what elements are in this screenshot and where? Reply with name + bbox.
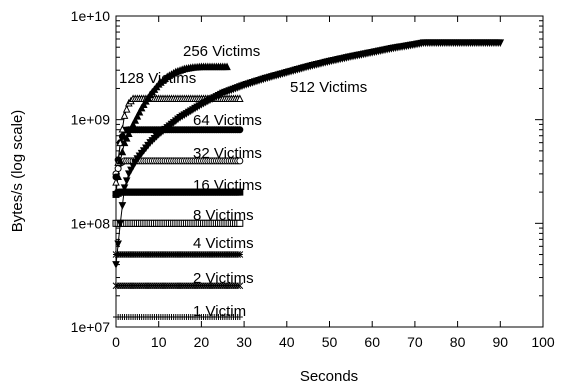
series-label-16-victims: 16 Victims xyxy=(193,177,262,194)
data-point xyxy=(124,178,130,184)
data-point xyxy=(119,203,125,209)
y-tick-label: 1e+10 xyxy=(71,8,111,24)
series-points-128-victims xyxy=(113,96,243,186)
series-label-8-victims: 8 Victims xyxy=(193,207,254,224)
series-label-2-victims: 2 Victims xyxy=(193,270,254,287)
series-label-32-victims: 32 Victims xyxy=(193,145,262,162)
series-label-1-victim: 1 Victim xyxy=(193,303,246,320)
data-point xyxy=(122,112,128,118)
x-axis-label: Seconds xyxy=(300,368,358,385)
data-point xyxy=(237,252,243,258)
data-point xyxy=(119,149,125,155)
x-tick-label: 50 xyxy=(322,334,338,350)
x-tick-label: 90 xyxy=(493,334,509,350)
x-tick-label: 20 xyxy=(194,334,210,350)
x-tick-label: 100 xyxy=(531,334,555,350)
series-label-256-victims: 256 Victims xyxy=(183,43,260,60)
data-point xyxy=(124,106,130,112)
series-label-4-victims: 4 Victims xyxy=(193,235,254,252)
series-label-64-victims: 64 Victims xyxy=(193,112,262,129)
x-tick-label: 60 xyxy=(364,334,380,350)
x-tick-label: 40 xyxy=(279,334,295,350)
series-label-128-victims: 128 Victims xyxy=(119,70,196,87)
x-tick-label: 10 xyxy=(151,334,167,350)
x-tick-label: 0 xyxy=(112,334,120,350)
y-tick-label: 1e+09 xyxy=(71,112,111,128)
x-tick-label: 80 xyxy=(450,334,466,350)
x-tick-label: 70 xyxy=(407,334,423,350)
y-tick-label: 1e+08 xyxy=(71,215,111,231)
y-axis-label: Bytes/s (log scale) xyxy=(9,110,26,233)
series-points-4-victims xyxy=(113,252,243,258)
x-tick-label: 30 xyxy=(236,334,252,350)
y-tick-label: 1e+07 xyxy=(71,319,111,335)
series-label-512-victims: 512 Victims xyxy=(290,79,367,96)
